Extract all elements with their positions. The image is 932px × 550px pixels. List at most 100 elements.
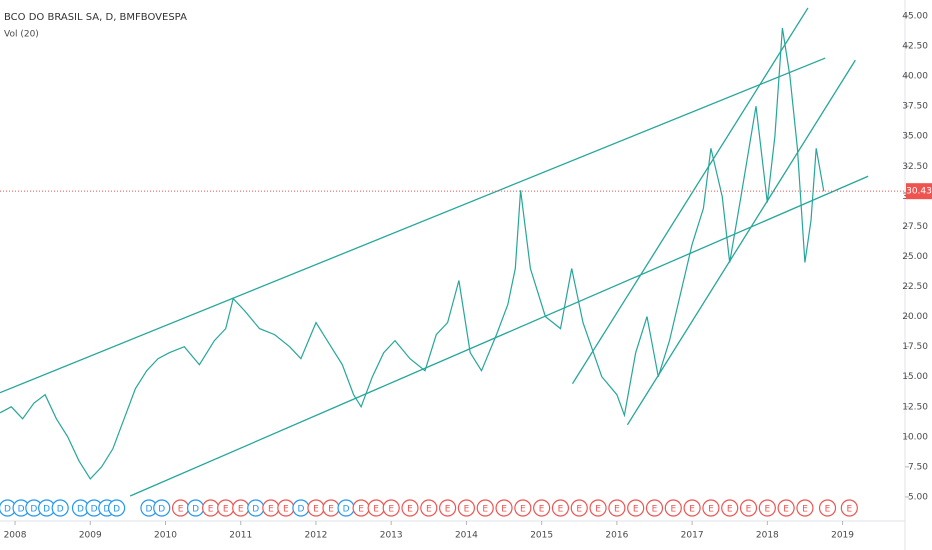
event-label: D bbox=[113, 505, 120, 515]
y-tick-label: 22.50 bbox=[902, 282, 928, 292]
event-label: D bbox=[192, 505, 199, 515]
event-marker bbox=[108, 499, 126, 517]
y-tick-label: 32.50 bbox=[902, 162, 928, 172]
trend-line bbox=[129, 175, 869, 497]
event-label: E bbox=[313, 505, 319, 515]
event-marker bbox=[457, 499, 476, 517]
y-tick-label: 27.50 bbox=[902, 222, 928, 232]
x-tick-label: 2009 bbox=[79, 531, 102, 541]
y-tick-label: 7.50 bbox=[908, 462, 928, 472]
event-label: E bbox=[373, 505, 379, 515]
event-marker bbox=[777, 499, 795, 517]
event-label: E bbox=[764, 505, 770, 515]
event-label: E bbox=[358, 505, 364, 515]
event-marker bbox=[382, 499, 400, 517]
event-marker bbox=[796, 499, 814, 517]
event-label: E bbox=[178, 505, 184, 515]
x-tick-label: 2008 bbox=[4, 531, 27, 541]
event-label: E bbox=[388, 505, 394, 515]
event-label: E bbox=[558, 505, 564, 515]
x-tick-label: 2014 bbox=[455, 531, 478, 541]
event-label: E bbox=[595, 505, 601, 515]
event-label: D bbox=[158, 505, 165, 515]
event-marker bbox=[153, 499, 171, 517]
x-tick-label: 2015 bbox=[530, 531, 553, 541]
x-tick-label: 2016 bbox=[605, 531, 628, 541]
event-label: E bbox=[727, 505, 733, 515]
event-marker bbox=[721, 499, 739, 517]
event-label: E bbox=[482, 505, 488, 515]
event-label: E bbox=[633, 505, 639, 515]
event-marker bbox=[420, 499, 438, 517]
y-tick-label: 40.00 bbox=[902, 72, 928, 82]
event-marker bbox=[570, 499, 588, 517]
event-label: E bbox=[825, 505, 831, 515]
event-label: D bbox=[252, 505, 259, 515]
event-label: E bbox=[464, 505, 470, 515]
x-tick-label: 2019 bbox=[831, 531, 854, 541]
event-label: E bbox=[283, 505, 289, 515]
event-marker bbox=[476, 499, 494, 517]
trend-line bbox=[571, 7, 809, 385]
y-tick-label: 10.00 bbox=[902, 432, 928, 442]
event-label: E bbox=[652, 505, 658, 515]
event-marker bbox=[818, 499, 837, 517]
y-tick-label: 25.00 bbox=[902, 252, 928, 262]
event-label: E bbox=[576, 505, 582, 515]
event-marker bbox=[401, 499, 419, 517]
event-label: D bbox=[18, 505, 25, 515]
y-tick-label: 12.50 bbox=[902, 402, 928, 412]
event-marker bbox=[758, 499, 776, 517]
x-tick-label: 2013 bbox=[380, 531, 403, 541]
trend-line bbox=[626, 59, 856, 426]
event-label: E bbox=[208, 505, 214, 515]
event-marker bbox=[439, 499, 457, 517]
event-label: E bbox=[238, 505, 244, 515]
event-label: D bbox=[91, 505, 98, 515]
event-label: E bbox=[520, 505, 526, 515]
y-tick-label: 37.50 bbox=[902, 102, 928, 112]
event-label: E bbox=[501, 505, 507, 515]
event-label: E bbox=[802, 505, 808, 515]
event-marker bbox=[551, 499, 570, 517]
y-tick-label: 45.00 bbox=[902, 11, 928, 21]
y-tick-label: 17.50 bbox=[902, 342, 928, 352]
event-label: E bbox=[445, 505, 451, 515]
x-tick-label: 2012 bbox=[305, 531, 328, 541]
y-tick-label: 5.00 bbox=[908, 492, 928, 502]
event-label: D bbox=[30, 505, 37, 515]
x-tick-label: 2011 bbox=[229, 531, 252, 541]
last-price-label: 30.43 bbox=[906, 187, 932, 197]
event-label: D bbox=[343, 505, 350, 515]
event-label: E bbox=[746, 505, 752, 515]
y-tick-label: 20.00 bbox=[902, 312, 928, 322]
x-tick-label: 2010 bbox=[154, 531, 177, 541]
event-label: E bbox=[539, 505, 545, 515]
x-tick-label: 2018 bbox=[756, 531, 779, 541]
event-label: E bbox=[846, 505, 852, 515]
event-label: E bbox=[426, 505, 432, 515]
event-label: E bbox=[223, 505, 229, 515]
event-marker bbox=[739, 499, 758, 517]
event-label: D bbox=[145, 505, 152, 515]
event-marker bbox=[495, 499, 513, 517]
event-label: D bbox=[43, 505, 50, 515]
indicator-label: Vol (20) bbox=[4, 30, 39, 40]
chart-title: BCO DO BRASIL SA, D, BMFBOVESPA bbox=[4, 12, 187, 23]
y-tick-label: 15.00 bbox=[902, 372, 928, 382]
event-marker bbox=[51, 499, 69, 517]
event-label: D bbox=[57, 505, 64, 515]
price-line bbox=[0, 27, 825, 480]
event-label: E bbox=[407, 505, 413, 515]
event-label: E bbox=[614, 505, 620, 515]
event-marker bbox=[533, 499, 551, 517]
y-tick-label: 35.00 bbox=[902, 132, 928, 142]
event-label: E bbox=[670, 505, 676, 515]
y-tick-label: 42.50 bbox=[902, 42, 928, 52]
last-price-badge bbox=[906, 183, 932, 200]
event-marker bbox=[627, 499, 645, 517]
event-label: E bbox=[689, 505, 695, 515]
x-tick-label: 2017 bbox=[681, 531, 704, 541]
